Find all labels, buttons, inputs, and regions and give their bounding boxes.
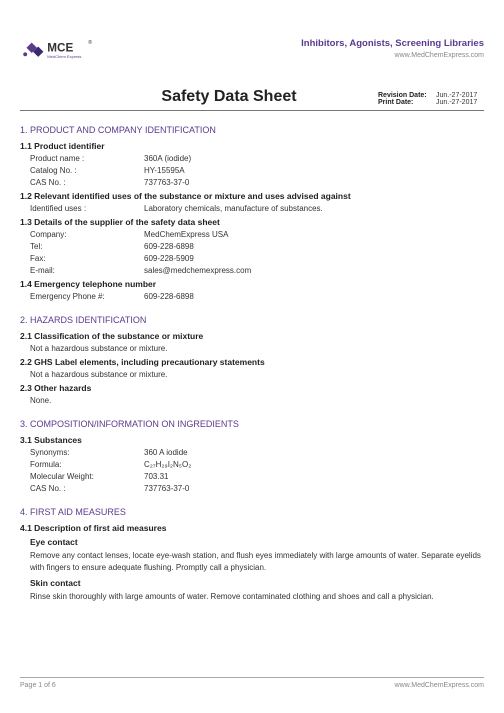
revision-date-value: Jun.-27-2017 bbox=[436, 92, 484, 99]
formula-label: Formula: bbox=[30, 460, 144, 469]
company-label: Company: bbox=[30, 230, 144, 239]
page-title: Safety Data Sheet bbox=[20, 88, 378, 106]
uses-label: Identified uses : bbox=[30, 204, 144, 213]
section-1-heading: 1. PRODUCT AND COMPANY IDENTIFICATION bbox=[20, 125, 484, 135]
email-row: E-mail: sales@medchemexpress.com bbox=[20, 266, 484, 275]
dates-block: Revision Date: Jun.-27-2017 Print Date: … bbox=[378, 92, 484, 106]
catalog-row: Catalog No. : HY-15595A bbox=[20, 166, 484, 175]
section-1-3: 1.3 Details of the supplier of the safet… bbox=[20, 217, 484, 227]
cas-row: CAS No. : 737763-37-0 bbox=[20, 178, 484, 187]
section-1-2: 1.2 Relevant identified uses of the subs… bbox=[20, 191, 484, 201]
tel-row: Tel: 609-228-6898 bbox=[20, 242, 484, 251]
formula-row: Formula: C₂₇H₂₉I₂N₅O₂ bbox=[20, 460, 484, 469]
tagline: Inhibitors, Agonists, Screening Librarie… bbox=[301, 38, 484, 49]
svg-text:MedChem Express: MedChem Express bbox=[47, 54, 81, 59]
cas3-label: CAS No. : bbox=[30, 484, 144, 493]
section-2-1: 2.1 Classification of the substance or m… bbox=[20, 331, 484, 341]
section-2-1-text: Not a hazardous substance or mixture. bbox=[20, 344, 484, 353]
section-2-3-text: None. bbox=[20, 396, 484, 405]
footer-page: Page 1 of 6 bbox=[20, 682, 56, 689]
cas-label: CAS No. : bbox=[30, 178, 144, 187]
company-row: Company: MedChemExpress USA bbox=[20, 230, 484, 239]
eye-contact-heading: Eye contact bbox=[20, 537, 484, 547]
email-label: E-mail: bbox=[30, 266, 144, 275]
product-name-label: Product name : bbox=[30, 154, 144, 163]
product-name-row: Product name : 360A (iodide) bbox=[20, 154, 484, 163]
uses-value: Laboratory chemicals, manufacture of sub… bbox=[144, 204, 323, 213]
section-3-heading: 3. COMPOSITION/INFORMATION ON INGREDIENT… bbox=[20, 419, 484, 429]
divider bbox=[20, 110, 484, 111]
cas-value: 737763-37-0 bbox=[144, 178, 189, 187]
section-4-heading: 4. FIRST AID MEASURES bbox=[20, 507, 484, 517]
skin-contact-text: Rinse skin thoroughly with large amounts… bbox=[20, 591, 484, 603]
svg-text:MCE: MCE bbox=[47, 42, 73, 55]
skin-contact-heading: Skin contact bbox=[20, 578, 484, 588]
footer: Page 1 of 6 www.MedChemExpress.com bbox=[20, 677, 484, 689]
tel-label: Tel: bbox=[30, 242, 144, 251]
email-value: sales@medchemexpress.com bbox=[144, 266, 251, 275]
header: MCE ® MedChem Express Inhibitors, Agonis… bbox=[20, 38, 484, 68]
section-2-2-text: Not a hazardous substance or mixture. bbox=[20, 370, 484, 379]
syn-label: Synonyms: bbox=[30, 448, 144, 457]
header-right: Inhibitors, Agonists, Screening Librarie… bbox=[301, 38, 484, 59]
syn-value: 360 A iodide bbox=[144, 448, 188, 457]
product-name-value: 360A (iodide) bbox=[144, 154, 191, 163]
section-3-1: 3.1 Substances bbox=[20, 435, 484, 445]
syn-row: Synonyms: 360 A iodide bbox=[20, 448, 484, 457]
fax-row: Fax: 609-228-5909 bbox=[20, 254, 484, 263]
mw-row: Molecular Weight: 703.31 bbox=[20, 472, 484, 481]
revision-date-label: Revision Date: bbox=[378, 92, 436, 99]
section-2-heading: 2. HAZARDS IDENTIFICATION bbox=[20, 315, 484, 325]
catalog-value: HY-15595A bbox=[144, 166, 185, 175]
section-2-2: 2.2 GHS Label elements, including precau… bbox=[20, 357, 484, 367]
catalog-label: Catalog No. : bbox=[30, 166, 144, 175]
section-1-1: 1.1 Product identifier bbox=[20, 141, 484, 151]
uses-row: Identified uses : Laboratory chemicals, … bbox=[20, 204, 484, 213]
cas3-row: CAS No. : 737763-37-0 bbox=[20, 484, 484, 493]
header-site: www.MedChemExpress.com bbox=[301, 52, 484, 59]
cas3-value: 737763-37-0 bbox=[144, 484, 189, 493]
company-value: MedChemExpress USA bbox=[144, 230, 228, 239]
section-1-4: 1.4 Emergency telephone number bbox=[20, 279, 484, 289]
tel-value: 609-228-6898 bbox=[144, 242, 194, 251]
section-2-3: 2.3 Other hazards bbox=[20, 383, 484, 393]
mw-value: 703.31 bbox=[144, 472, 168, 481]
title-row: Safety Data Sheet Revision Date: Jun.-27… bbox=[20, 82, 484, 106]
ephone-row: Emergency Phone #: 609-228-6898 bbox=[20, 292, 484, 301]
mw-label: Molecular Weight: bbox=[30, 472, 144, 481]
footer-site: www.MedChemExpress.com bbox=[395, 682, 484, 689]
svg-text:®: ® bbox=[88, 39, 92, 46]
ephone-value: 609-228-6898 bbox=[144, 292, 194, 301]
print-date-label: Print Date: bbox=[378, 99, 436, 106]
print-date-value: Jun.-27-2017 bbox=[436, 99, 484, 106]
fax-label: Fax: bbox=[30, 254, 144, 263]
section-4-1: 4.1 Description of first aid measures bbox=[20, 523, 484, 533]
fax-value: 609-228-5909 bbox=[144, 254, 194, 263]
mce-logo-icon: MCE ® MedChem Express bbox=[20, 38, 98, 68]
logo: MCE ® MedChem Express bbox=[20, 38, 98, 68]
ephone-label: Emergency Phone #: bbox=[30, 292, 144, 301]
eye-contact-text: Remove any contact lenses, locate eye-wa… bbox=[20, 550, 484, 574]
formula-value: C₂₇H₂₉I₂N₅O₂ bbox=[144, 460, 191, 469]
